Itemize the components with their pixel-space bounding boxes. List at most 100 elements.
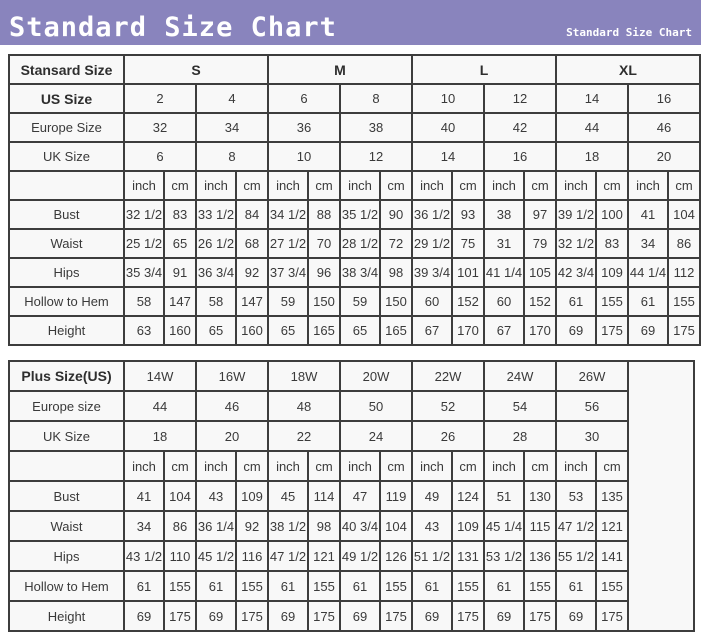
measurement-value: 58: [123, 286, 165, 317]
size-value: 6: [267, 83, 341, 114]
size-value: 14: [555, 83, 629, 114]
measurement-value: 61: [123, 570, 165, 602]
size-group-header: 14W: [123, 360, 197, 392]
measurement-value: 28 1/2: [339, 228, 381, 259]
unit-inch-header: inch: [267, 170, 309, 201]
measurement-value: 65: [339, 315, 381, 346]
size-value: 34: [195, 112, 269, 143]
unit-cm-header: cm: [379, 450, 413, 482]
size-value: 22: [267, 420, 341, 452]
unit-inch-header: inch: [411, 170, 453, 201]
size-value: 12: [483, 83, 557, 114]
size-value: 8: [339, 83, 413, 114]
size-value: 28: [483, 420, 557, 452]
measurement-value: 42 3/4: [555, 257, 597, 288]
unit-inch-header: inch: [627, 170, 669, 201]
size-value: 12: [339, 141, 413, 172]
measurement-value: 69: [483, 600, 525, 632]
measurement-value: 51 1/2: [411, 540, 453, 572]
size-group-header: 16W: [195, 360, 269, 392]
measurement-value: 92: [235, 257, 269, 288]
unit-cm-header: cm: [307, 450, 341, 482]
measurement-value: 75: [451, 228, 485, 259]
measurement-value: 36 3/4: [195, 257, 237, 288]
measurement-value: 43: [195, 480, 237, 512]
measurement-value: 65: [195, 315, 237, 346]
size-group-header: 24W: [483, 360, 557, 392]
measurement-value: 32 1/2: [555, 228, 597, 259]
measurement-value: 170: [451, 315, 485, 346]
size-value: 36: [267, 112, 341, 143]
measurement-value: 44 1/4: [627, 257, 669, 288]
size-value: 44: [123, 390, 197, 422]
measurement-value: 38: [483, 199, 525, 230]
measurement-value: 61: [339, 570, 381, 602]
size-value: 46: [627, 112, 701, 143]
measurement-value: 155: [523, 570, 557, 602]
measurement-value: 65: [163, 228, 197, 259]
measurement-value: 100: [595, 199, 629, 230]
unit-cm-header: cm: [163, 170, 197, 201]
size-value: 18: [555, 141, 629, 172]
measurement-value: 109: [595, 257, 629, 288]
row-label: [8, 170, 125, 201]
size-value: 26: [411, 420, 485, 452]
table-title-cell: Stansard Size: [8, 54, 125, 85]
measurement-value: 67: [483, 315, 525, 346]
row-label: Europe size: [8, 390, 125, 422]
measurement-value: 112: [667, 257, 701, 288]
measurement-value: 160: [163, 315, 197, 346]
measurement-value: 155: [307, 570, 341, 602]
row-label: Hollow to Hem: [8, 570, 125, 602]
measurement-value: 155: [595, 286, 629, 317]
unit-cm-header: cm: [379, 170, 413, 201]
measurement-value: 35 3/4: [123, 257, 165, 288]
measurement-value: 110: [163, 540, 197, 572]
measurement-value: 155: [379, 570, 413, 602]
size-value: 30: [555, 420, 629, 452]
row-label: Waist: [8, 228, 125, 259]
measurement-value: 160: [235, 315, 269, 346]
measurement-value: 43: [411, 510, 453, 542]
unit-cm-header: cm: [523, 170, 557, 201]
measurement-value: 61: [555, 286, 597, 317]
measurement-value: 150: [379, 286, 413, 317]
page-subtitle: Standard Size Chart: [566, 26, 692, 39]
measurement-value: 136: [523, 540, 557, 572]
measurement-value: 34: [123, 510, 165, 542]
size-value: 32: [123, 112, 197, 143]
unit-inch-header: inch: [195, 170, 237, 201]
measurement-value: 61: [411, 570, 453, 602]
unit-inch-header: inch: [555, 450, 597, 482]
measurement-value: 34: [627, 228, 669, 259]
unit-inch-header: inch: [195, 450, 237, 482]
measurement-value: 98: [307, 510, 341, 542]
measurement-value: 72: [379, 228, 413, 259]
measurement-value: 88: [307, 199, 341, 230]
measurement-value: 116: [235, 540, 269, 572]
measurement-value: 152: [451, 286, 485, 317]
measurement-value: 51: [483, 480, 525, 512]
size-group-header: 26W: [555, 360, 629, 392]
row-label: US Size: [8, 83, 125, 114]
size-value: 40: [411, 112, 485, 143]
measurement-value: 41: [123, 480, 165, 512]
size-value: 4: [195, 83, 269, 114]
measurement-value: 86: [667, 228, 701, 259]
size-value: 42: [483, 112, 557, 143]
size-value: 48: [267, 390, 341, 422]
measurement-value: 155: [163, 570, 197, 602]
measurement-value: 69: [627, 315, 669, 346]
measurement-value: 35 1/2: [339, 199, 381, 230]
measurement-value: 26 1/2: [195, 228, 237, 259]
measurement-value: 69: [123, 600, 165, 632]
measurement-value: 165: [379, 315, 413, 346]
measurement-value: 90: [379, 199, 413, 230]
unit-inch-header: inch: [267, 450, 309, 482]
measurement-value: 55 1/2: [555, 540, 597, 572]
measurement-value: 147: [163, 286, 197, 317]
measurement-value: 121: [307, 540, 341, 572]
unit-cm-header: cm: [667, 170, 701, 201]
row-label: Waist: [8, 510, 125, 542]
size-value: 56: [555, 390, 629, 422]
